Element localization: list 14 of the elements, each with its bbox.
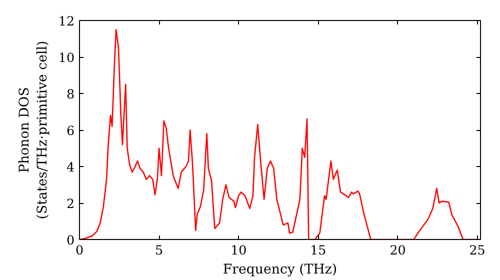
y-tick-label: 0 [66, 232, 75, 248]
x-tick-label: 25 [469, 242, 486, 258]
x-tick-label: 20 [390, 242, 406, 258]
y-tick-label: 8 [66, 86, 75, 102]
x-axis-title: Frequency (THz) [222, 262, 338, 278]
y-tick-label: 4 [66, 160, 75, 174]
y-tick-label: 6 [66, 123, 75, 138]
y-tick-label: 2 [66, 196, 75, 211]
y-tick-label: 12 [58, 14, 75, 28]
x-tick-label: 10 [230, 242, 247, 258]
y-axis-title: Phonon DOS (States/THz·primitive cell) [17, 40, 50, 220]
y-tick-label: 10 [58, 50, 75, 65]
x-tick-label: 5 [155, 242, 164, 258]
x-tick-label: 15 [310, 242, 326, 258]
